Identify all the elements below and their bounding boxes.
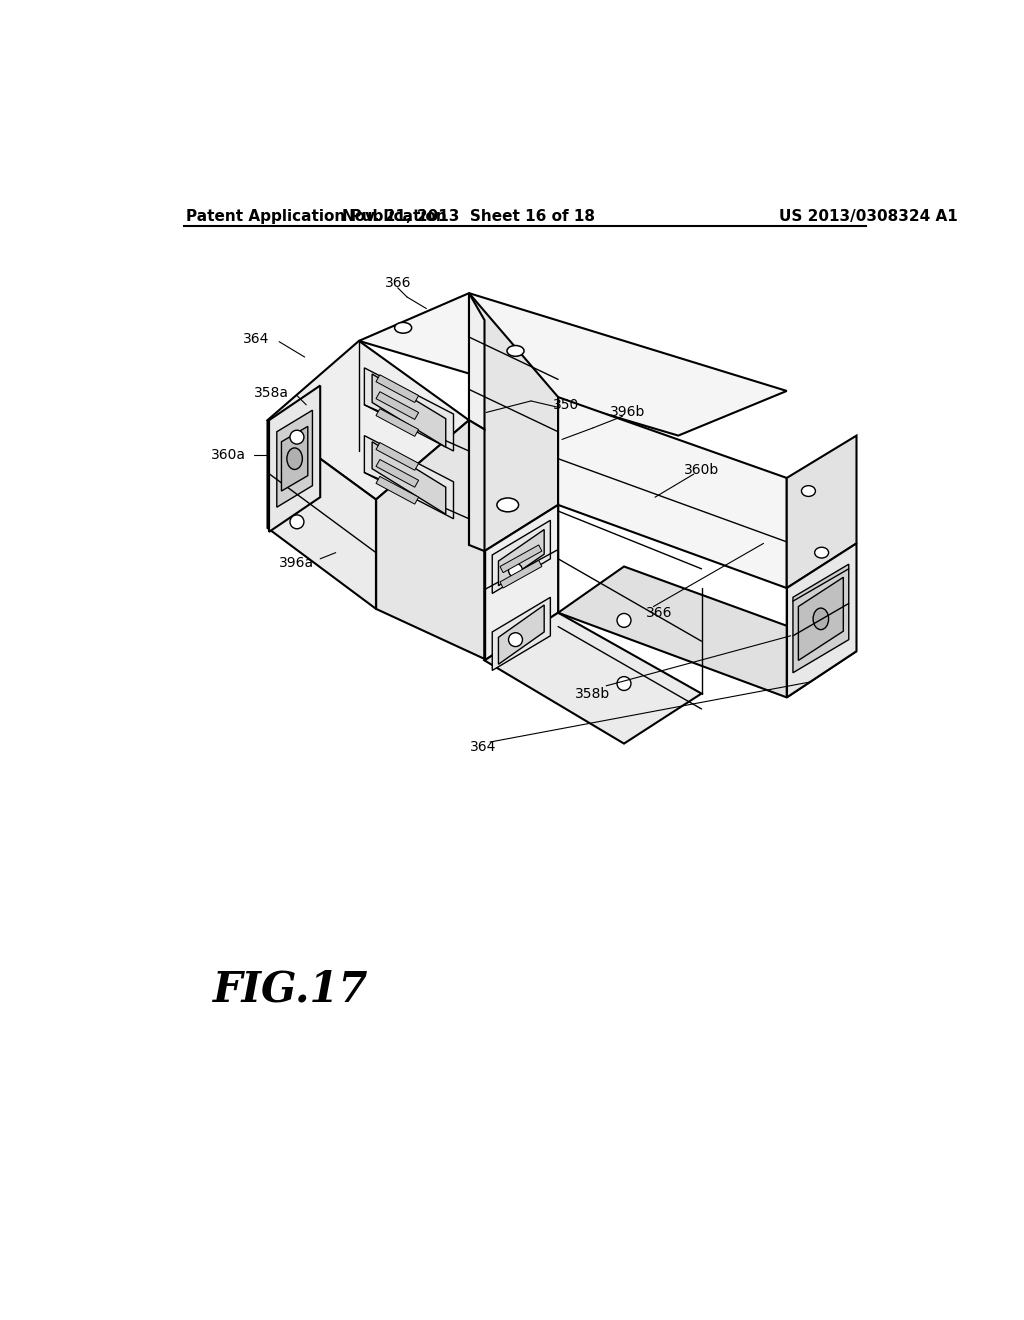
- Polygon shape: [376, 392, 419, 420]
- Text: 364: 364: [243, 333, 269, 346]
- Polygon shape: [365, 436, 454, 519]
- Ellipse shape: [287, 447, 302, 470]
- Polygon shape: [484, 612, 701, 743]
- Polygon shape: [372, 442, 445, 515]
- Text: 364: 364: [470, 741, 497, 755]
- Polygon shape: [276, 411, 312, 507]
- Polygon shape: [376, 409, 419, 437]
- Ellipse shape: [394, 322, 412, 333]
- Polygon shape: [500, 561, 542, 589]
- Text: FIG.17: FIG.17: [213, 969, 369, 1011]
- Polygon shape: [793, 564, 849, 673]
- Text: 396a: 396a: [280, 556, 314, 570]
- Text: 366: 366: [645, 606, 672, 619]
- Polygon shape: [282, 426, 308, 491]
- Polygon shape: [359, 293, 786, 436]
- Ellipse shape: [509, 564, 522, 577]
- Text: 360b: 360b: [684, 463, 719, 478]
- Polygon shape: [267, 341, 469, 499]
- Ellipse shape: [497, 498, 518, 512]
- Text: Patent Application Publication: Patent Application Publication: [186, 209, 446, 223]
- Polygon shape: [376, 459, 419, 487]
- Polygon shape: [267, 420, 376, 609]
- Polygon shape: [493, 598, 550, 671]
- Text: 358b: 358b: [575, 686, 610, 701]
- Polygon shape: [469, 293, 484, 429]
- Polygon shape: [376, 442, 419, 470]
- Polygon shape: [376, 293, 558, 659]
- Ellipse shape: [813, 609, 828, 630]
- Polygon shape: [493, 520, 550, 594]
- Polygon shape: [376, 375, 419, 403]
- Polygon shape: [499, 529, 544, 586]
- Text: 358a: 358a: [254, 387, 289, 400]
- Polygon shape: [786, 544, 856, 697]
- Text: 350: 350: [553, 397, 579, 412]
- Polygon shape: [499, 605, 544, 664]
- Ellipse shape: [507, 346, 524, 356]
- Polygon shape: [558, 397, 786, 589]
- Text: 360a: 360a: [211, 447, 246, 462]
- Ellipse shape: [815, 548, 828, 558]
- Ellipse shape: [509, 632, 522, 647]
- Ellipse shape: [290, 430, 304, 444]
- Polygon shape: [365, 368, 454, 451]
- Text: Nov. 21, 2013  Sheet 16 of 18: Nov. 21, 2013 Sheet 16 of 18: [342, 209, 596, 223]
- Text: 366: 366: [384, 276, 411, 290]
- Text: US 2013/0308324 A1: US 2013/0308324 A1: [779, 209, 957, 223]
- Polygon shape: [469, 420, 484, 552]
- Polygon shape: [500, 545, 542, 573]
- Polygon shape: [376, 477, 419, 504]
- Polygon shape: [372, 374, 445, 447]
- Polygon shape: [786, 436, 856, 589]
- Ellipse shape: [617, 614, 631, 627]
- Polygon shape: [269, 385, 321, 532]
- Polygon shape: [799, 577, 844, 660]
- Ellipse shape: [290, 515, 304, 529]
- Polygon shape: [558, 566, 856, 697]
- Ellipse shape: [617, 677, 631, 690]
- Polygon shape: [484, 506, 558, 660]
- Ellipse shape: [802, 486, 815, 496]
- Text: 396b: 396b: [610, 405, 645, 420]
